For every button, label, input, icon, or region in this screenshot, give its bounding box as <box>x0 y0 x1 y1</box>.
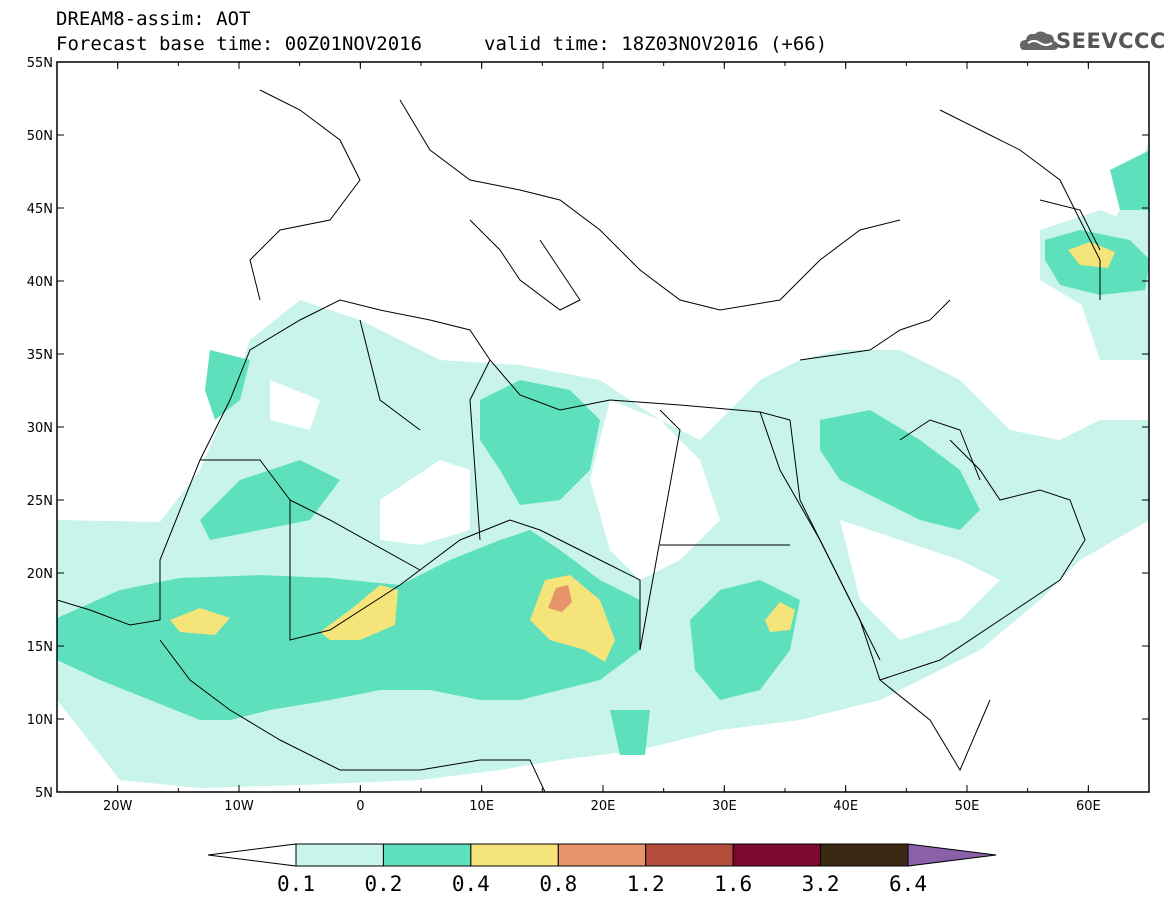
border <box>200 459 541 641</box>
lat-tick-label: 40N <box>27 275 53 290</box>
colorbar-label: 6.4 <box>889 872 927 896</box>
lon-tick-label: 20W <box>103 799 133 814</box>
lon-tick-label: 10W <box>224 799 254 814</box>
colorbar-label: 0.8 <box>539 872 578 896</box>
border <box>899 419 981 481</box>
seevccc-logo-text: SEEVCCC <box>1056 29 1165 53</box>
lat-tick-label: 5N <box>35 786 53 801</box>
coastline <box>159 639 546 792</box>
colorbar-segment <box>557 843 647 867</box>
aot-region-high <box>1068 242 1115 268</box>
border <box>469 359 491 541</box>
colorbar-label: 0.4 <box>451 872 490 896</box>
colorbar-segment <box>470 843 559 867</box>
lon-tick-label: 50E <box>955 799 980 814</box>
colorbar-segment <box>732 843 822 867</box>
lon-tick-label: 40E <box>833 799 858 814</box>
colorbar-label: 1.2 <box>626 872 665 896</box>
tick-marks <box>56 61 1150 793</box>
coastline <box>469 219 581 311</box>
coastline <box>879 439 1086 681</box>
lon-tick-label: 30E <box>712 799 737 814</box>
colorbar-segment <box>382 843 472 867</box>
aot-gap <box>840 520 1000 640</box>
border <box>289 499 421 571</box>
aot-region-mid <box>820 410 980 530</box>
coastline <box>759 411 881 661</box>
aot-region-high <box>170 608 230 635</box>
border <box>1039 199 1101 251</box>
seevccc-logo-cloud-icon <box>1020 31 1058 50</box>
coastline <box>789 419 991 772</box>
lat-tick-label: 10N <box>27 713 53 728</box>
aot-region-mid <box>610 710 650 755</box>
aot-region-peak <box>548 585 572 612</box>
map-title: DREAM8-assim: AOT <box>56 8 251 30</box>
coastline <box>799 299 951 361</box>
aot-region-mid <box>200 460 340 540</box>
border <box>359 319 421 431</box>
colorbar-over-triangle <box>907 843 997 867</box>
lon-tick-label: 60E <box>1076 799 1101 814</box>
forecast-base-time: Forecast base time: 00Z01NOV2016 <box>56 33 423 55</box>
aot-region-high <box>765 602 795 632</box>
coastline <box>249 89 361 301</box>
border <box>539 409 681 651</box>
colorbar-segment <box>645 843 734 867</box>
aot-gap <box>590 400 720 580</box>
lon-tick-label: 20E <box>591 799 616 814</box>
colorbar-segment <box>295 843 384 867</box>
longitude-labels: 20W 10W 0 10E 20E 30E 40E 50E 60E <box>103 799 1101 814</box>
latitude-labels: 5N 10N 15N 20N 25N 30N 35N 40N 45N 50N 55N <box>27 56 53 801</box>
coastline <box>939 109 1101 300</box>
aot-gap <box>380 460 470 545</box>
colorbar-label: 1.6 <box>714 872 753 896</box>
coastlines-borders <box>57 89 1101 792</box>
lat-tick-label: 30N <box>27 421 53 436</box>
aot-region-mid <box>1110 150 1149 210</box>
aot-region-mid <box>480 380 600 505</box>
aot-gap <box>270 380 320 430</box>
colorbar <box>207 843 997 867</box>
lat-tick-label: 45N <box>27 202 53 217</box>
lat-tick-label: 25N <box>27 494 53 509</box>
lat-tick-label: 20N <box>27 567 53 582</box>
lat-tick-label: 15N <box>27 640 53 655</box>
aot-region-high <box>530 575 615 662</box>
colorbar-label: 3.2 <box>801 872 840 896</box>
lon-tick-label: 0 <box>356 799 364 814</box>
lon-tick-label: 10E <box>469 799 494 814</box>
colorbar-under-triangle <box>207 843 297 867</box>
coastline <box>57 299 791 626</box>
aot-contours <box>57 142 1149 788</box>
aot-region-mid <box>205 350 250 420</box>
colorbar-segment <box>820 843 909 867</box>
colorbar-label: 0.2 <box>364 872 403 896</box>
coastline <box>399 99 901 311</box>
valid-time: valid time: 18Z03NOV2016 (+66) <box>484 33 828 55</box>
aot-region-mid <box>690 580 800 700</box>
lat-tick-label: 55N <box>27 56 53 71</box>
lat-tick-label: 50N <box>27 129 53 144</box>
colorbar-label: 0.1 <box>277 872 315 896</box>
lat-tick-label: 35N <box>27 348 53 363</box>
